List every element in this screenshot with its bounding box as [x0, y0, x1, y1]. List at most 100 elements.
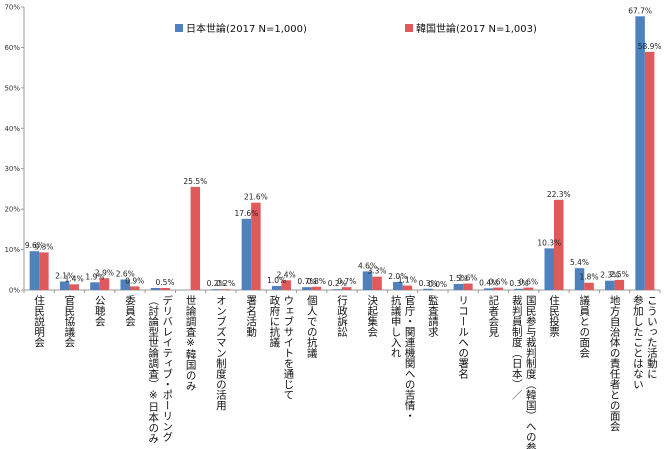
y-tick-label: 70% — [4, 4, 20, 12]
bar-korea — [311, 286, 322, 290]
bar-japan — [332, 289, 342, 290]
data-label-korea: 3.3% — [368, 267, 387, 276]
data-label-japan: 0.2% — [207, 279, 226, 288]
data-label-japan: 0.4% — [479, 278, 498, 287]
legend-swatch — [175, 24, 183, 32]
data-label-japan: 0.7% — [297, 277, 316, 286]
bar-japan — [241, 218, 252, 290]
data-label-korea: 2.4% — [277, 270, 296, 279]
bar-japan — [635, 16, 645, 290]
data-label-korea: 21.6% — [244, 193, 268, 202]
category-label: 監査請求 — [426, 295, 439, 337]
data-label-korea: 22.3% — [547, 190, 571, 199]
category-label: 個人での抗議 — [305, 295, 318, 358]
bar-korea — [281, 280, 291, 290]
y-tick-label: 0% — [9, 287, 20, 295]
data-label-japan: 17.6% — [234, 209, 258, 218]
data-label-korea: 0.8% — [307, 277, 326, 286]
bar-japan — [302, 287, 312, 290]
bar-korea — [190, 186, 201, 290]
category-label: 住民説明会 — [33, 295, 46, 348]
data-label-korea: 1.4% — [65, 274, 84, 283]
bar-korea — [39, 252, 49, 290]
data-label-korea: 0.6% — [489, 278, 508, 287]
category-label: 委員会 — [124, 295, 136, 327]
data-label-japan: 2.0% — [388, 272, 407, 281]
bar-japan — [29, 251, 40, 290]
data-label-korea: 58.9% — [638, 42, 662, 51]
bar-japan — [271, 285, 282, 290]
category-label: デリバレイティブ・ポーリング （討論型世論調査）※日本のみ — [147, 295, 174, 444]
data-label-korea: 0.5% — [156, 278, 175, 287]
y-tick-label: 60% — [4, 44, 20, 52]
data-label-korea: 25.5% — [183, 177, 207, 186]
bar-korea — [372, 276, 382, 290]
bars-group — [29, 16, 655, 290]
data-label-japan: 1.9% — [85, 272, 104, 281]
bar-korea — [402, 285, 413, 290]
bar-japan — [483, 288, 494, 290]
bar-korea — [614, 279, 625, 290]
category-label: 官庁・関連機関への苦情・ 抗議申し入れ — [389, 295, 416, 421]
category-label: ウェブサイトを通じて 政府に抗議 — [268, 295, 295, 400]
category-label: 官民協議会 — [63, 295, 76, 348]
bar-korea — [554, 199, 564, 290]
bar-japan — [90, 282, 100, 290]
bar-korea — [160, 287, 170, 290]
bar-japan — [362, 271, 373, 290]
data-label-japan: 2.3% — [600, 271, 619, 280]
bar-korea — [523, 287, 534, 290]
category-label: 住民投票 — [548, 295, 560, 337]
category-label: 署名活動 — [245, 295, 258, 337]
category-label: 地方自治体の責任者との面会 — [608, 295, 621, 432]
y-tick-label: 40% — [4, 125, 20, 133]
data-label-korea: 1.8% — [580, 273, 599, 282]
data-label-korea: 0.9% — [125, 276, 144, 285]
y-tick-label: 50% — [4, 84, 20, 92]
bar-japan — [605, 280, 615, 290]
data-label-korea: 2.5% — [610, 270, 629, 279]
bar-korea — [342, 287, 352, 290]
bar-japan — [59, 281, 70, 290]
legend-swatch — [405, 24, 413, 32]
bar-korea — [493, 287, 503, 290]
y-tick-label: 30% — [4, 165, 20, 173]
data-label-japan: 10.3% — [537, 238, 561, 247]
data-label-japan: 2.1% — [55, 272, 74, 281]
legend: 日本世論(2017 N=1,000) 韓国世論(2017 N=1,003) — [175, 22, 537, 35]
data-labels-group: 9.6%9.3% 2.1%1.4% 1.9%2.9% 2.6%0.9% 0.5% 25.5… — [25, 6, 662, 289]
bar-korea — [584, 282, 594, 290]
data-label-korea: 2.9% — [95, 268, 114, 277]
category-label: 国民参与裁判制度（韓国）への参加 裁判員制度（日本）／ — [510, 295, 537, 449]
bar-japan — [514, 288, 524, 290]
data-label-japan: 2.6% — [116, 269, 135, 278]
data-label-japan: 0.3% — [419, 279, 438, 288]
data-label-japan: 9.6% — [25, 241, 44, 250]
data-label-japan: 0.3% — [509, 279, 528, 288]
data-label-korea: 0.6% — [519, 278, 538, 287]
category-label: 行政訴訟 — [336, 295, 348, 337]
category-label: 世論調査※韓国のみ — [184, 295, 197, 391]
bar-korea — [251, 202, 261, 290]
bar-japan — [574, 268, 585, 290]
legend-label: 日本世論(2017 N=1,000) — [186, 22, 307, 35]
data-label-korea: 0.0% — [428, 280, 447, 289]
category-label: 決起集会 — [366, 295, 379, 337]
bar-korea — [220, 289, 231, 290]
data-label-korea: 0.7% — [337, 277, 356, 286]
bar-japan — [150, 287, 161, 290]
data-label-japan: 67.7% — [628, 6, 652, 15]
category-label: 公聴会 — [93, 295, 106, 327]
data-label-korea: 1.1% — [398, 276, 417, 285]
bar-japan — [393, 281, 403, 290]
data-label-korea: 1.6% — [458, 274, 477, 283]
data-label-korea: 9.3% — [34, 242, 53, 251]
category-label: 議員との面会 — [578, 295, 591, 358]
bar-korea — [69, 284, 79, 290]
bar-korea — [99, 278, 110, 290]
bar-korea — [130, 286, 140, 290]
category-label: オンブズマン制度の活用 — [214, 295, 227, 411]
category-label: こういった活動に 参加したことはない — [631, 295, 658, 390]
